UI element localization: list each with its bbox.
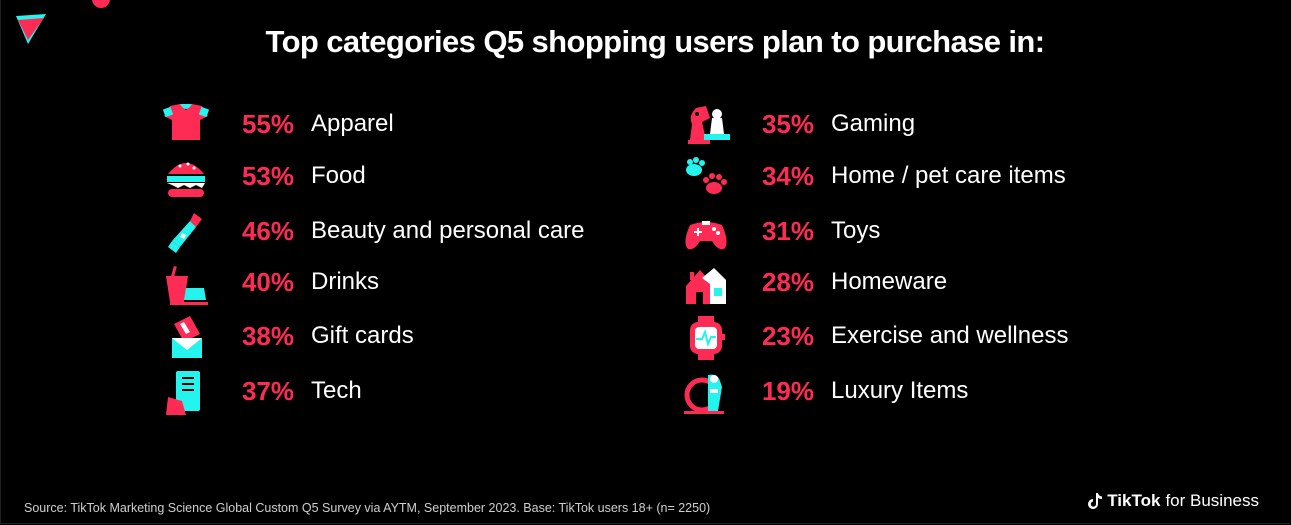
decorative-dot <box>92 0 110 8</box>
category-label: Apparel <box>311 110 394 137</box>
tiktok-note-icon <box>1088 493 1103 509</box>
brand-name: TikTok <box>1107 491 1161 510</box>
category-row: 38% Gift cards <box>160 312 680 364</box>
percent-value: 23% <box>761 321 814 351</box>
percent-value: 35% <box>761 109 814 139</box>
category-label: Beauty and personal care <box>311 217 585 244</box>
percent-value: 53% <box>241 161 294 191</box>
chart-title: Top categories Q5 shopping users plan to… <box>265 24 1046 59</box>
category-row: 40% Drinks <box>160 258 680 310</box>
shirt-icon <box>162 104 210 140</box>
gamepad-icon <box>685 221 727 250</box>
category-row: 55% Apparel <box>160 100 680 152</box>
percent-value: 34% <box>761 161 814 191</box>
category-row: 34% Home / pet care items <box>680 152 1200 204</box>
source-footnote: Source: TikTok Marketing Science Global … <box>24 501 711 515</box>
percent-value: 38% <box>241 321 294 351</box>
category-label: Homeware <box>831 268 948 295</box>
smartwatch-icon <box>690 316 725 360</box>
burger-icon <box>167 162 205 197</box>
category-row: 23% Exercise and wellness <box>680 312 1200 364</box>
category-label: Food <box>311 162 366 189</box>
percent-value: 55% <box>241 109 294 139</box>
chess-icon <box>688 106 730 144</box>
ring-icon <box>684 374 724 414</box>
category-row: 53% Food <box>160 152 680 204</box>
category-row: 35% Gaming <box>680 100 1200 152</box>
category-label: Gift cards <box>311 322 414 349</box>
decorative-triangle-icon <box>16 14 46 44</box>
drink-icon <box>166 265 208 305</box>
house-icon <box>686 268 726 304</box>
category-label: Toys <box>831 217 881 244</box>
category-label: Home / pet care items <box>831 162 1066 189</box>
percent-value: 19% <box>761 376 814 406</box>
lipstick-icon <box>168 213 202 253</box>
phone-icon <box>166 371 200 415</box>
percent-value: 31% <box>761 216 814 246</box>
category-label: Gaming <box>831 110 916 137</box>
percent-value: 40% <box>241 267 294 297</box>
percent-value: 37% <box>241 376 294 406</box>
brand-suffix: for Business <box>1165 491 1259 510</box>
percent-value: 46% <box>241 216 294 246</box>
brand-logo: TikTok for Business <box>1087 491 1259 511</box>
percent-value: 28% <box>761 267 814 297</box>
category-row: 28% Homeware <box>680 258 1200 310</box>
category-row: 46% Beauty and personal care <box>160 207 680 259</box>
paw-icon <box>686 157 727 194</box>
category-label: Tech <box>311 377 362 404</box>
category-label: Exercise and wellness <box>831 322 1069 349</box>
category-row: 37% Tech <box>160 367 680 419</box>
category-row: 19% Luxury Items <box>680 367 1200 419</box>
category-row: 31% Toys <box>680 207 1200 259</box>
category-label: Drinks <box>311 268 380 295</box>
gift-card-icon <box>172 316 202 358</box>
category-label: Luxury Items <box>831 377 969 404</box>
